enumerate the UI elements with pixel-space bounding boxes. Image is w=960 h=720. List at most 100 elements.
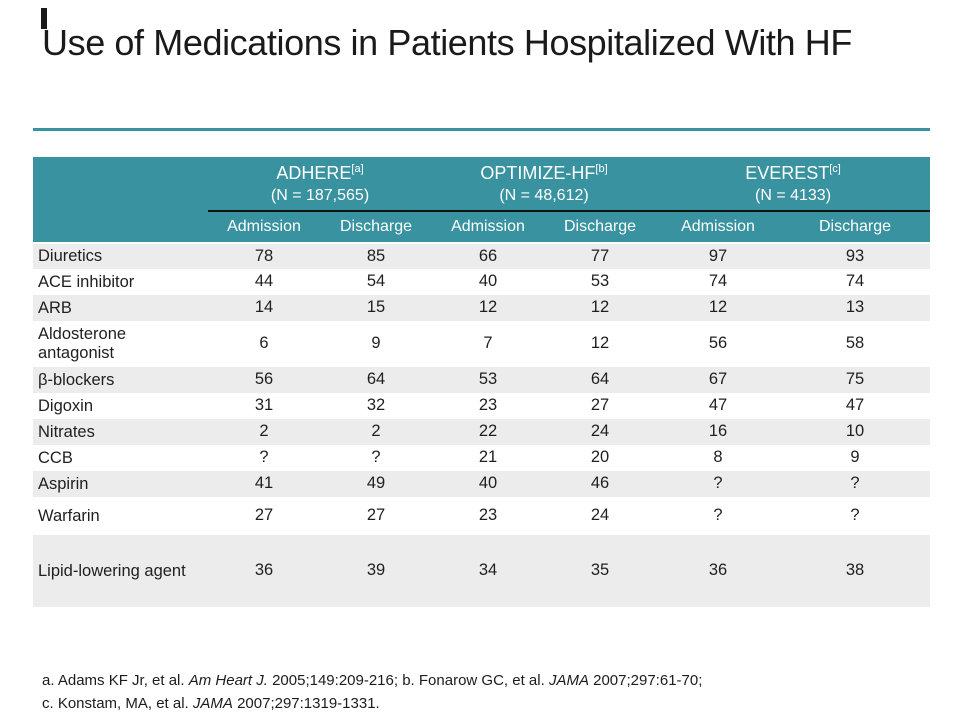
cell-value: 39 — [366, 561, 386, 580]
cell-value: 56 — [708, 334, 728, 353]
cell-value: 9 — [371, 334, 381, 353]
table-body: Diuretics 78 85 66 77 97 93 ACE inhibito… — [33, 242, 931, 607]
cell-value: 85 — [366, 246, 386, 265]
subheader-discharge: Discharge — [780, 210, 931, 244]
table-row: Warfarin 27 27 23 24 ? ? — [33, 496, 931, 535]
table-row: Diuretics 78 85 66 77 97 93 — [33, 242, 931, 269]
study-name: EVEREST[c] — [745, 163, 841, 183]
cell-value: 36 — [708, 561, 728, 580]
table-header: ADHERE[a] (N = 187,565) OPTIMIZE-HF[b] (… — [33, 157, 931, 244]
cell-value: 47 — [845, 396, 865, 415]
study-n: (N = 4133) — [754, 186, 832, 204]
row-label: Diuretics — [38, 247, 103, 266]
table-row: Nitrates 2 2 22 24 16 10 — [33, 418, 931, 445]
cell-value: 66 — [478, 246, 498, 265]
cell-value: 14 — [254, 298, 274, 317]
cell-value: 54 — [366, 272, 386, 291]
table-row: Aldosterone antagonist 6 9 7 12 56 58 — [33, 320, 931, 367]
table-row: β-blockers 56 64 53 64 67 75 — [33, 366, 931, 393]
cell-value: 6 — [259, 334, 269, 353]
cell-value: 27 — [366, 506, 386, 525]
table-row: Aspirin 41 49 40 46 ? ? — [33, 470, 931, 497]
study-n: (N = 48,612) — [499, 186, 589, 204]
cell-value: 10 — [845, 422, 865, 441]
cell-value: 2 — [259, 422, 269, 441]
cell-value: 22 — [478, 422, 498, 441]
cell-value: 35 — [590, 561, 610, 580]
row-label: ACE inhibitor — [38, 272, 135, 291]
cell-value: ? — [259, 448, 269, 467]
cell-value: 38 — [845, 561, 865, 580]
cell-value: ? — [850, 474, 860, 493]
cell-value: 16 — [708, 422, 728, 441]
cell-value: 53 — [478, 370, 498, 389]
medications-table: ADHERE[a] (N = 187,565) OPTIMIZE-HF[b] (… — [33, 157, 931, 607]
cell-value: 8 — [713, 448, 723, 467]
row-label: β-blockers — [38, 370, 115, 389]
footnote-ref-a: [a] — [351, 163, 364, 175]
cell-value: 12 — [590, 298, 610, 317]
footnote-ref-c: [c] — [829, 163, 841, 175]
cell-value: 49 — [366, 474, 386, 493]
cell-value: 44 — [254, 272, 274, 291]
cell-value: ? — [713, 506, 723, 525]
cell-value: 40 — [478, 272, 498, 291]
cell-value: 46 — [590, 474, 610, 493]
corner-cell — [33, 157, 208, 244]
cell-value: 23 — [478, 396, 498, 415]
table-row: ARB 14 15 12 12 12 13 — [33, 294, 931, 321]
cell-value: 58 — [845, 334, 865, 353]
study-name: OPTIMIZE-HF[b] — [480, 163, 608, 183]
cell-value: 47 — [708, 396, 728, 415]
cell-value: 40 — [478, 474, 498, 493]
cell-value: 64 — [366, 370, 386, 389]
row-label: Warfarin — [38, 506, 100, 525]
subheader-admission: Admission — [656, 210, 781, 244]
cell-value: ? — [713, 474, 723, 493]
cell-value: 53 — [590, 272, 610, 291]
cell-value: 2 — [371, 422, 381, 441]
cell-value: 23 — [478, 506, 498, 525]
cell-value: 12 — [590, 334, 610, 353]
footnote-ref-b: [b] — [595, 163, 608, 175]
table-row: Lipid-lowering agent 36 39 34 35 36 38 — [33, 534, 931, 607]
cell-value: 27 — [590, 396, 610, 415]
subheader-row: Admission Discharge Admission Discharge … — [33, 210, 931, 244]
cell-value: 64 — [590, 370, 610, 389]
cell-value: 74 — [708, 272, 728, 291]
cell-value: 24 — [590, 506, 610, 525]
cell-value: 12 — [708, 298, 728, 317]
cell-value: 27 — [254, 506, 274, 525]
cell-value: 77 — [590, 246, 610, 265]
cell-value: ? — [850, 506, 860, 525]
cell-value: 7 — [483, 334, 493, 353]
cell-value: 41 — [254, 474, 274, 493]
cell-value: 13 — [845, 298, 865, 317]
cell-value: 97 — [708, 246, 728, 265]
cell-value: 36 — [254, 561, 274, 580]
group-header-adhere: ADHERE[a] (N = 187,565) — [208, 157, 432, 212]
reference-line: a. Adams KF Jr, et al. Am Heart J. 2005;… — [42, 672, 703, 689]
references: a. Adams KF Jr, et al. Am Heart J. 2005;… — [42, 670, 922, 715]
cell-value: 21 — [478, 448, 498, 467]
cell-value: 75 — [845, 370, 865, 389]
title-accent-bar — [41, 8, 47, 29]
cell-value: 31 — [254, 396, 274, 415]
row-label: CCB — [38, 448, 73, 467]
cell-value: 12 — [478, 298, 498, 317]
cell-value: 93 — [845, 246, 865, 265]
cell-value: ? — [371, 448, 381, 467]
cell-value: 74 — [845, 272, 865, 291]
cell-value: 32 — [366, 396, 386, 415]
subheader-discharge: Discharge — [320, 210, 432, 244]
reference-line: c. Konstam, MA, et al. JAMA 2007;297:131… — [42, 694, 380, 712]
study-n: (N = 187,565) — [270, 186, 370, 204]
row-label: Aldosterone antagonist — [38, 325, 127, 362]
cell-value: 24 — [590, 422, 610, 441]
cell-value: 67 — [708, 370, 728, 389]
subheader-admission: Admission — [208, 210, 320, 244]
cell-value: 9 — [850, 448, 860, 467]
row-label: Digoxin — [38, 396, 94, 415]
subheader-admission: Admission — [432, 210, 544, 244]
